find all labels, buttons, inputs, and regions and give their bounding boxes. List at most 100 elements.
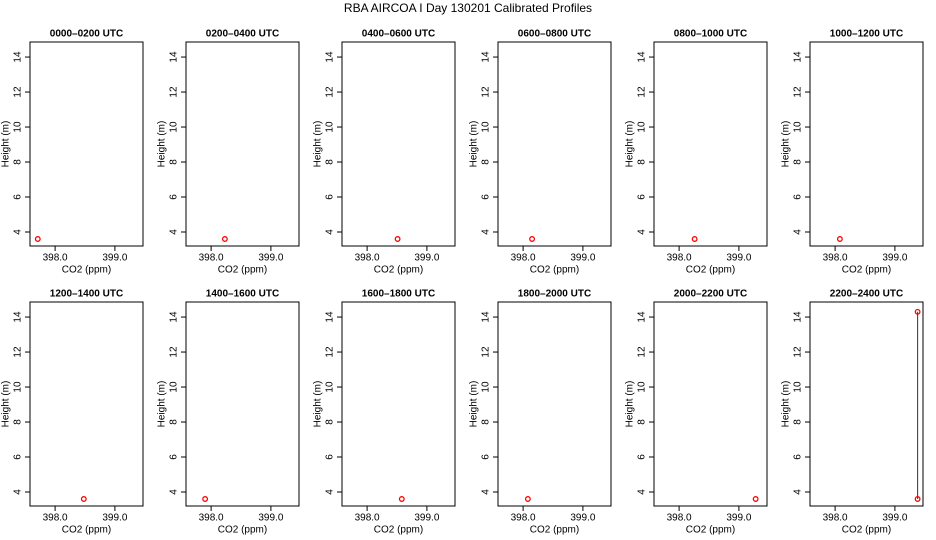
point [394, 236, 401, 242]
y-tick-label: 14 [325, 311, 336, 323]
plot-frame [29, 301, 144, 507]
plot-frame [809, 301, 924, 507]
x-axis-label: CO2 (ppm) [374, 525, 423, 536]
point [752, 496, 759, 502]
y-tick-label: 10 [793, 121, 804, 133]
y-tick-label: 14 [793, 311, 804, 323]
x-axis-label: CO2 (ppm) [218, 265, 267, 276]
plot-frame [497, 41, 612, 247]
y-tick-label: 10 [13, 381, 24, 393]
y-tick-label: 8 [481, 159, 492, 165]
point [398, 496, 405, 502]
y-tick-label: 8 [481, 419, 492, 425]
x-axis-label: CO2 (ppm) [62, 265, 111, 276]
x-axis-label: CO2 (ppm) [530, 265, 579, 276]
point [221, 236, 228, 242]
y-tick-label: 12 [793, 86, 804, 98]
plot-frame [809, 41, 924, 247]
y-tick-label: 12 [637, 346, 648, 358]
x-tick-label: 398.0 [511, 253, 536, 264]
x-tick-label: 398.0 [667, 513, 692, 524]
panel-title: 1400–1600 UTC [206, 289, 279, 300]
x-tick-label: 399.0 [414, 513, 439, 524]
y-tick-label: 12 [481, 86, 492, 98]
x-tick-label: 398.0 [43, 253, 68, 264]
point [80, 496, 87, 502]
y-tick-label: 12 [325, 86, 336, 98]
y-tick-label: 4 [793, 489, 804, 495]
y-tick-label: 8 [637, 419, 648, 425]
point [914, 308, 921, 315]
plot-frame [497, 301, 612, 507]
x-tick-label: 399.0 [570, 253, 595, 264]
y-tick-label: 8 [13, 419, 24, 425]
y-tick-label: 12 [169, 86, 180, 98]
y-tick-label: 10 [169, 121, 180, 133]
y-tick-label: 6 [793, 194, 804, 200]
y-tick-label: 8 [169, 419, 180, 425]
panel-title: 1800–2000 UTC [518, 289, 591, 300]
y-tick-label: 6 [325, 194, 336, 200]
x-tick-label: 399.0 [882, 513, 907, 524]
point [691, 236, 698, 242]
x-axis-label: CO2 (ppm) [530, 525, 579, 536]
x-axis-label: CO2 (ppm) [686, 265, 735, 276]
x-tick-label: 398.0 [43, 513, 68, 524]
y-tick-label: 4 [793, 229, 804, 235]
y-tick-label: 12 [13, 86, 24, 98]
y-tick-label: 10 [325, 121, 336, 133]
point [529, 236, 536, 242]
y-axis-label: Height (m) [1, 121, 12, 168]
panel-title: 0000–0200 UTC [50, 29, 123, 40]
y-tick-label: 6 [169, 194, 180, 200]
y-tick-label: 8 [325, 159, 336, 165]
point [202, 496, 209, 502]
x-tick-label: 398.0 [355, 513, 380, 524]
y-tick-label: 12 [637, 86, 648, 98]
x-tick-label: 399.0 [102, 513, 127, 524]
point [836, 236, 843, 242]
y-tick-label: 12 [13, 346, 24, 358]
y-tick-label: 14 [637, 51, 648, 63]
page-title: RBA AIRCOA I Day 130201 Calibrated Profi… [344, 1, 592, 15]
y-tick-label: 8 [13, 159, 24, 165]
y-tick-label: 6 [637, 194, 648, 200]
x-tick-label: 399.0 [414, 253, 439, 264]
plot-frame [185, 41, 300, 247]
y-axis-label: Height (m) [157, 381, 168, 428]
y-tick-label: 6 [325, 454, 336, 460]
y-tick-label: 12 [481, 346, 492, 358]
y-tick-label: 14 [793, 51, 804, 63]
panel-title: 0800–1000 UTC [674, 29, 747, 40]
x-tick-label: 398.0 [823, 513, 848, 524]
y-tick-label: 10 [793, 381, 804, 393]
y-tick-label: 6 [13, 194, 24, 200]
y-axis-label: Height (m) [313, 381, 324, 428]
x-tick-label: 399.0 [882, 253, 907, 264]
y-tick-label: 4 [169, 229, 180, 235]
y-tick-label: 10 [169, 381, 180, 393]
y-tick-label: 10 [325, 381, 336, 393]
x-tick-label: 399.0 [726, 253, 751, 264]
y-tick-label: 4 [637, 489, 648, 495]
y-tick-label: 8 [793, 159, 804, 165]
y-tick-label: 6 [481, 454, 492, 460]
plot-frame [653, 301, 768, 507]
panel-title: 0600–0800 UTC [518, 29, 591, 40]
y-tick-label: 14 [637, 311, 648, 323]
x-tick-label: 398.0 [667, 253, 692, 264]
x-axis-label: CO2 (ppm) [374, 265, 423, 276]
y-tick-label: 6 [481, 194, 492, 200]
y-tick-label: 4 [325, 229, 336, 235]
y-axis-label: Height (m) [313, 121, 324, 168]
y-tick-label: 4 [325, 489, 336, 495]
panel-title: 2000–2200 UTC [674, 289, 747, 300]
y-tick-label: 10 [637, 121, 648, 133]
x-tick-label: 398.0 [355, 253, 380, 264]
y-tick-label: 4 [481, 229, 492, 235]
y-tick-label: 4 [481, 489, 492, 495]
point [914, 496, 921, 502]
y-axis-label: Height (m) [781, 381, 792, 428]
y-tick-label: 10 [637, 381, 648, 393]
